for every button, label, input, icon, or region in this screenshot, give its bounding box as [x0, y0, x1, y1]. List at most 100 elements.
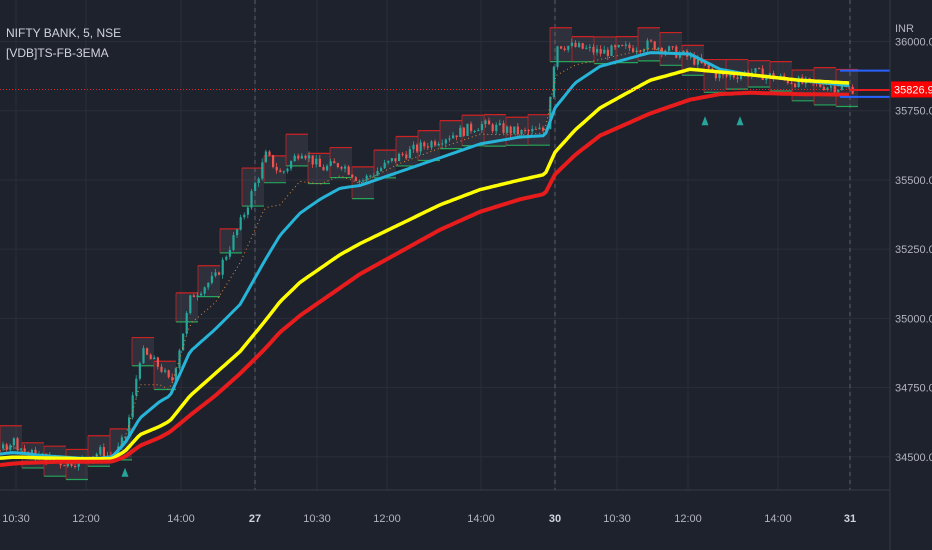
candle-body — [714, 71, 717, 79]
fb-box — [572, 36, 594, 62]
candle-body — [477, 130, 480, 132]
candle-body — [650, 40, 653, 42]
candle-body — [372, 175, 375, 177]
candle-body — [318, 158, 321, 167]
candle-body — [581, 43, 584, 49]
candle-body — [272, 155, 275, 167]
candle-body — [423, 142, 426, 147]
candle-body — [297, 155, 300, 159]
candle-body — [790, 83, 793, 85]
time-tick-label[interactable]: 30 — [549, 513, 561, 525]
time-tick-label[interactable]: 27 — [249, 513, 261, 525]
candle-body — [506, 126, 509, 133]
time-tick-label[interactable]: 12:00 — [72, 513, 100, 525]
price-tick-label[interactable]: 34500.00 — [895, 452, 932, 464]
time-tick-label[interactable]: 31 — [844, 513, 856, 525]
candle-body — [513, 126, 516, 134]
candle-body — [300, 155, 303, 159]
candle-body — [678, 53, 681, 58]
time-tick-label[interactable]: 12:00 — [674, 513, 702, 525]
candle-body — [257, 178, 260, 184]
candle-body — [502, 123, 505, 133]
candle-body — [214, 272, 217, 276]
candle-body — [128, 417, 131, 437]
price-levels — [0, 69, 890, 98]
candle-body — [509, 126, 512, 134]
candle-body — [369, 175, 372, 177]
candle-body — [585, 47, 588, 49]
ema-line-3 — [0, 90, 850, 468]
candle-body — [236, 229, 239, 236]
symbol-title[interactable]: NIFTY BANK, 5, NSE — [6, 26, 122, 40]
candle-body — [164, 370, 167, 372]
price-tick-label[interactable]: 35000.00 — [895, 313, 932, 325]
price-tick-label[interactable]: 35500.00 — [895, 175, 932, 187]
candle-body — [387, 160, 390, 163]
fb-box — [286, 134, 308, 166]
time-tick-label[interactable]: 14:00 — [764, 513, 792, 525]
ema-line-1 — [0, 51, 850, 460]
candle-body — [682, 50, 685, 54]
candle-body — [437, 143, 440, 146]
time-axis-ticks[interactable]: 10:30 12:00 14:00 27 10:30 12:00 14:00 30 10:30 1… — [2, 513, 856, 525]
candle-body — [246, 207, 249, 215]
time-tick-label[interactable]: 10:30 — [2, 513, 30, 525]
time-tick-label[interactable]: 14:00 — [467, 513, 495, 525]
candle-body — [333, 161, 336, 164]
time-tick-label[interactable]: 12:00 — [373, 513, 401, 525]
candle-body — [430, 141, 433, 148]
candle-body — [491, 124, 494, 132]
price-tick-label[interactable]: 34750.00 — [895, 383, 932, 395]
candle-body — [534, 128, 537, 130]
fb-box — [154, 361, 176, 390]
candle-body — [30, 449, 33, 454]
time-tick-label[interactable]: 10:30 — [303, 513, 331, 525]
candle-body — [408, 149, 411, 159]
price-tick-label[interactable]: 35750.00 — [895, 106, 932, 118]
candle-body — [196, 295, 199, 298]
candle-body — [225, 256, 228, 260]
indicator-name[interactable]: [VDB]TS-FB-3EMA — [6, 46, 109, 60]
candle-body — [174, 368, 177, 381]
last-price-label: 35826.95 — [894, 84, 932, 96]
candle-body — [268, 151, 271, 156]
candle-body — [189, 295, 192, 314]
candle-body — [131, 395, 134, 418]
candle-body — [12, 438, 15, 446]
fb-box — [418, 130, 440, 161]
candle-body — [326, 165, 329, 171]
price-axis-ticks[interactable]: 36000.00 35750.00 35500.00 35250.00 35000.00… — [895, 37, 932, 464]
candle-body — [228, 250, 231, 257]
candle-body — [419, 142, 422, 152]
candle-body — [722, 74, 725, 76]
candle-body — [383, 162, 386, 169]
candle-body — [498, 123, 501, 125]
candle-body — [718, 74, 721, 79]
candle-body — [354, 177, 357, 181]
candle-body — [63, 465, 66, 467]
candle-body — [520, 129, 523, 135]
candle-body — [232, 235, 235, 251]
candle-body — [254, 183, 257, 192]
signal-marker-1 — [701, 116, 709, 126]
price-tick-label[interactable]: 36000.00 — [895, 37, 932, 49]
candle-body — [459, 127, 462, 138]
fb-box — [550, 27, 572, 62]
candle-body — [221, 259, 224, 275]
candle-body — [632, 48, 635, 52]
candle-body — [351, 174, 354, 178]
candle-body — [542, 127, 545, 131]
time-tick-label[interactable]: 14:00 — [167, 513, 195, 525]
candle-body — [146, 348, 149, 355]
candle-body — [470, 123, 473, 132]
time-tick-label[interactable]: 10:30 — [603, 513, 631, 525]
price-tick-label[interactable]: 35250.00 — [895, 244, 932, 256]
candle-body — [696, 57, 699, 65]
candle-body — [822, 86, 825, 90]
candle-body — [527, 130, 530, 132]
candle-body — [466, 123, 469, 136]
candle-body — [592, 46, 595, 53]
